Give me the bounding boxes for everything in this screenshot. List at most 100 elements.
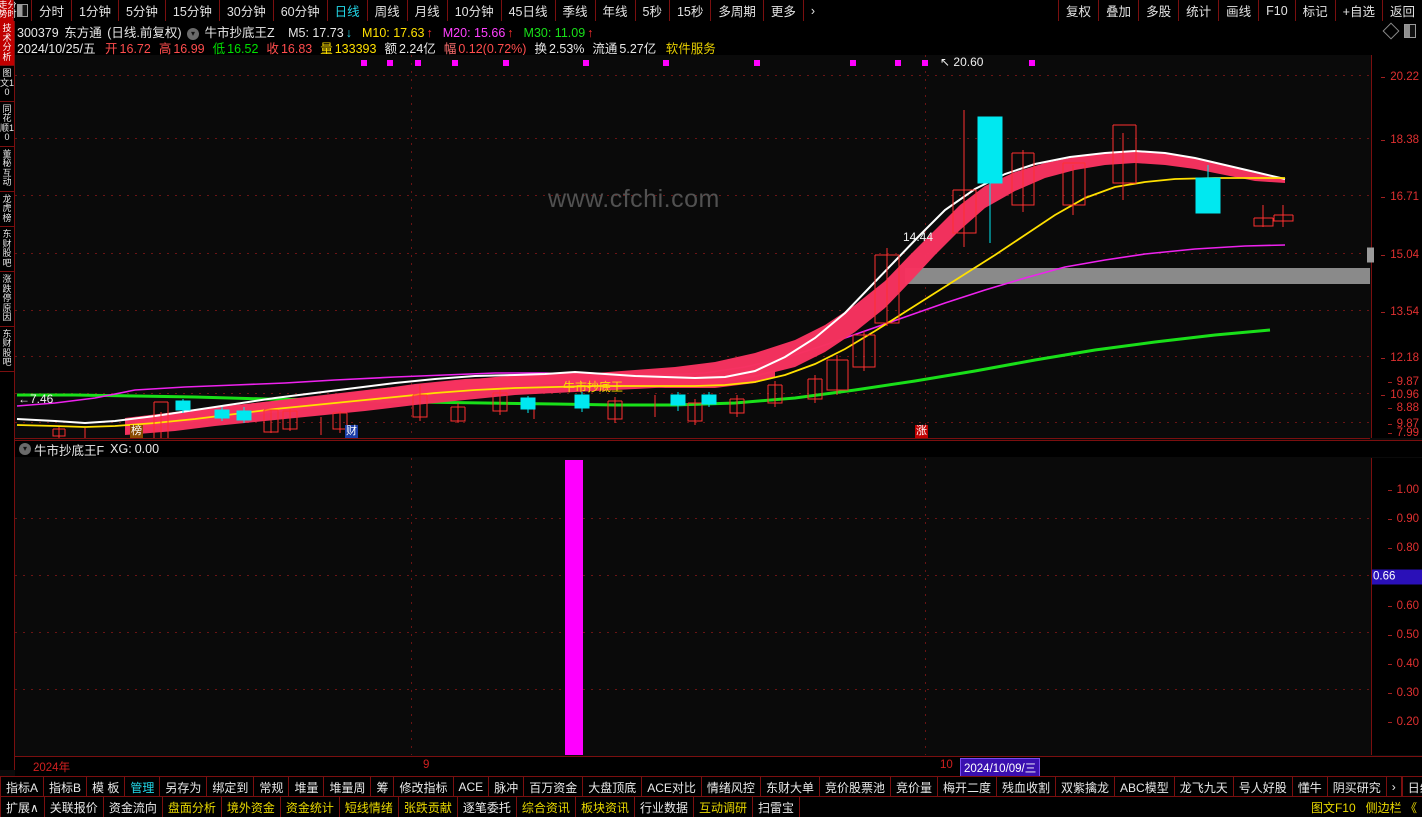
sidebar-item-0[interactable]: 技术分析 <box>0 21 14 66</box>
period-tab-3[interactable]: 15分钟 <box>166 0 220 21</box>
indicator-btn-0[interactable]: 指标A <box>0 777 45 797</box>
period-tab-15[interactable]: 多周期 <box>711 0 764 21</box>
tool-3[interactable]: 统计 <box>1178 0 1218 21</box>
indicator-btn-23[interactable]: ABC模型 <box>1115 777 1175 797</box>
period-tab-6[interactable]: 日线 <box>328 0 368 21</box>
period-tab-4[interactable]: 30分钟 <box>220 0 274 21</box>
extension-btn-1[interactable]: 关联报价 <box>45 797 104 817</box>
indicator-btn-25[interactable]: 号人好股 <box>1234 777 1293 797</box>
tool-1[interactable]: 叠加 <box>1098 0 1138 21</box>
indicator-btn-8[interactable]: 堆量周 <box>324 777 372 797</box>
extension-btn-7[interactable]: 张跌贡献 <box>399 797 458 817</box>
tag-cai[interactable]: 财 <box>345 425 358 438</box>
indicator-btn-12[interactable]: 脉冲 <box>489 777 525 797</box>
sector-label[interactable]: 软件服务 <box>665 42 716 56</box>
indicator-btn-22[interactable]: 双紫擒龙 <box>1056 777 1116 797</box>
indicator-btn-5[interactable]: 绑定到 <box>207 777 255 797</box>
tool-8[interactable]: 返回 <box>1381 0 1422 21</box>
toolbar2-right-btn-1[interactable]: 侧边栏 《 <box>1365 800 1417 815</box>
period-tab-5[interactable]: 60分钟 <box>274 0 328 21</box>
tool-5[interactable]: F10 <box>1258 0 1295 21</box>
period-tab-8[interactable]: 月线 <box>408 0 448 21</box>
extension-btn-3[interactable]: 盘面分析 <box>163 797 222 817</box>
extension-btn-13[interactable]: 扫雷宝 <box>753 797 800 817</box>
extension-btn-8[interactable]: 逐笔委托 <box>458 797 517 817</box>
indicator-btn-20[interactable]: 梅开二度 <box>938 777 997 797</box>
indicator-btn-27[interactable]: 阴买研究 <box>1328 777 1387 797</box>
indicator-btn-21[interactable]: 残血收割 <box>997 777 1057 797</box>
indicator-btn-18[interactable]: 竞价股票池 <box>820 777 891 797</box>
sub-y-axis[interactable]: 1.00 0.90 0.80 0.60 0.50 0.40 0.30 0.20 0.66 <box>1371 458 1422 755</box>
period-tab-7[interactable]: 周线 <box>368 0 408 21</box>
indicator-btn-15[interactable]: ACE对比 <box>642 777 702 797</box>
price-axis-marker[interactable] <box>1367 247 1374 263</box>
indicator-btn-28[interactable]: › <box>1387 777 1402 797</box>
period-tab-10[interactable]: 45日线 <box>502 0 556 21</box>
sub-indicator-pane[interactable] <box>15 458 1370 755</box>
extension-btn-9[interactable]: 综合资讯 <box>517 797 576 817</box>
more-periods-chevron-icon[interactable]: › <box>810 3 816 18</box>
indicator-btn-13[interactable]: 百万资金 <box>524 777 584 797</box>
extension-btn-5[interactable]: 资金统计 <box>281 797 340 817</box>
indicator-btn-6[interactable]: 常规 <box>254 777 290 797</box>
indicator-btn-4[interactable]: 另存为 <box>160 777 208 797</box>
period-tab-1[interactable]: 1分钟 <box>72 0 119 21</box>
toolbar1-right-btn-0[interactable]: 日线 <box>1401 777 1422 797</box>
toolbar2-right-btn-0[interactable]: 图文F10 <box>1310 800 1356 815</box>
indicator-btn-24[interactable]: 龙飞九天 <box>1175 777 1234 797</box>
indicator-btn-1[interactable]: 指标B <box>44 777 88 797</box>
period-tab-11[interactable]: 季线 <box>556 0 596 21</box>
tool-6[interactable]: 标记 <box>1294 0 1335 21</box>
sidebar-item-2[interactable]: 同花顺10 <box>0 102 14 147</box>
tool-4[interactable]: 画线 <box>1218 0 1258 21</box>
indicator-btn-17[interactable]: 东财大单 <box>761 777 820 797</box>
extension-btn-12[interactable]: 互动调研 <box>694 797 753 817</box>
chevron-down-icon[interactable]: ▾ <box>19 443 31 455</box>
indicator-btn-10[interactable]: 修改指标 <box>394 777 454 797</box>
half-square-icon[interactable] <box>13 0 32 21</box>
extension-btn-4[interactable]: 境外资金 <box>222 797 281 817</box>
indicator-btn-9[interactable]: 筹 <box>371 777 395 797</box>
price-y-axis[interactable]: 20.22 18.38 16.71 15.04 13.54 12.18 10.96 9.87 9… <box>1367 55 1422 439</box>
sidebar-item-5[interactable]: 东财股吧 <box>0 227 14 272</box>
tool-7[interactable]: +自选 <box>1334 0 1382 21</box>
sidebar-item-7[interactable]: 东财股吧 <box>0 327 14 372</box>
indicator-btn-7[interactable]: 堆量 <box>289 777 325 797</box>
period-tab-13[interactable]: 5秒 <box>636 0 670 21</box>
indicator-name[interactable]: 牛市抄底王Z <box>204 26 275 40</box>
tool-0[interactable]: 复权 <box>1058 0 1098 21</box>
period-tab-2[interactable]: 5分钟 <box>119 0 166 21</box>
diamond-icon[interactable] <box>1382 22 1400 40</box>
indicator-btn-2[interactable]: 模 板 <box>87 777 126 797</box>
timeshare-vertical-tab[interactable]: 分时走势 <box>0 0 17 21</box>
sidebar-item-6[interactable]: 涨跌停原因 <box>0 272 14 327</box>
price-chart-pane[interactable]: ↖ 20.60 14.44 ←7.46 牛市抄底王 榜 财 涨 www.cfchi.com <box>15 55 1370 439</box>
stock-code[interactable]: 300379 <box>17 26 59 40</box>
indicator-btn-26[interactable]: 懂牛 <box>1293 777 1328 797</box>
indicator-btn-11[interactable]: ACE <box>454 777 490 797</box>
half-square-icon[interactable] <box>1404 24 1416 38</box>
chevron-down-icon[interactable]: ▾ <box>187 28 199 40</box>
sidebar-item-1[interactable]: 图文10 <box>0 66 14 102</box>
extension-btn-10[interactable]: 板块资讯 <box>576 797 635 817</box>
tag-zhang[interactable]: 涨 <box>915 425 928 438</box>
period-tab-9[interactable]: 10分钟 <box>448 0 502 21</box>
extension-btn-11[interactable]: 行业数据 <box>635 797 694 817</box>
indicator-btn-16[interactable]: 情绪风控 <box>702 777 761 797</box>
extension-btn-6[interactable]: 短线情绪 <box>340 797 399 817</box>
sub-indicator-title[interactable]: 牛市抄底王F <box>34 443 105 458</box>
sidebar-item-4[interactable]: 龙虎榜 <box>0 192 14 227</box>
sidebar-item-3[interactable]: 董秘互动 <box>0 147 14 192</box>
period-tab-12[interactable]: 年线 <box>596 0 636 21</box>
indicator-btn-3[interactable]: 管理 <box>125 777 161 797</box>
stock-name[interactable]: 东方通 <box>64 26 102 40</box>
tag-bang[interactable]: 榜 <box>130 425 143 438</box>
extension-btn-0[interactable]: 扩展∧ <box>0 797 45 817</box>
period-tab-14[interactable]: 15秒 <box>670 0 712 21</box>
period-tab-16[interactable]: 更多 <box>764 0 804 21</box>
indicator-btn-14[interactable]: 大盘顶底 <box>583 777 643 797</box>
indicator-btn-19[interactable]: 竞价量 <box>891 777 938 797</box>
period-tab-0[interactable]: 分时 <box>32 0 73 21</box>
tool-2[interactable]: 多股 <box>1138 0 1178 21</box>
extension-btn-2[interactable]: 资金流向 <box>104 797 163 817</box>
